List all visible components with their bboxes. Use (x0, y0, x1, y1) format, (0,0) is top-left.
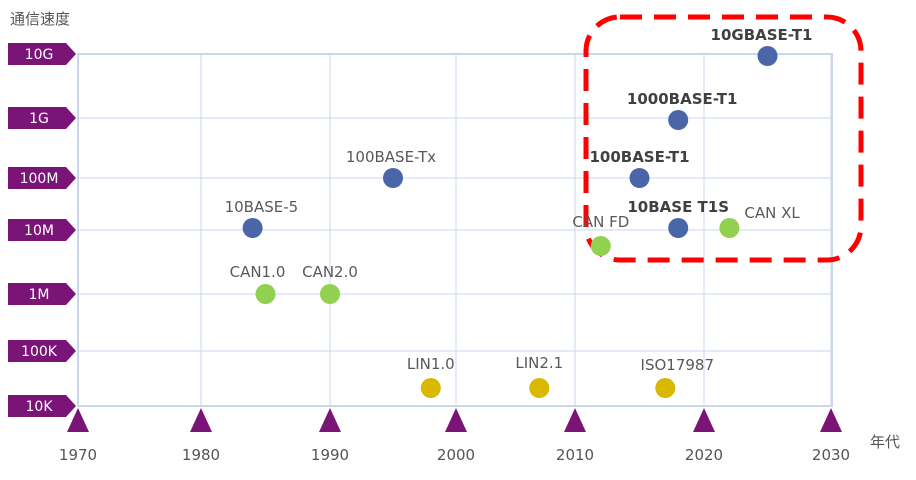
point-label: 10BASE-5 (225, 198, 299, 216)
x-tick-marker (319, 408, 341, 432)
y-tick-label: 100M (20, 171, 59, 187)
data-point (629, 168, 650, 188)
x-tick-marker (693, 408, 715, 432)
point-label: CAN1.0 (230, 263, 286, 281)
point-label: CAN2.0 (302, 263, 358, 281)
x-tick-label: 1990 (311, 446, 349, 464)
data-point (420, 378, 441, 398)
y-tick-tag (8, 219, 76, 241)
point-label: 100BASE-Tx (346, 148, 436, 166)
point-label: 10GBASE-T1 (711, 26, 813, 44)
point-label: 10BASE T1S (627, 198, 729, 216)
x-tick-marker (564, 408, 586, 432)
y-tick-label: 1G (29, 111, 49, 127)
x-tick-label: 2010 (556, 446, 594, 464)
y-axis: 10K 100K 1M 10M 100M 1G 10G (8, 43, 76, 417)
y-tick-label: 10G (25, 47, 54, 63)
x-tick-label: 2000 (437, 446, 475, 464)
data-point (655, 378, 676, 398)
x-tick-marker (445, 408, 467, 432)
point-label: 1000BASE-T1 (627, 90, 738, 108)
data-point (668, 218, 689, 238)
highlight-region (583, 14, 864, 263)
y-axis-title: 通信速度 (10, 10, 70, 28)
x-tick-marker (67, 408, 89, 432)
x-axis-title: 年代 (870, 433, 900, 451)
y-tick-label: 1M (29, 287, 50, 303)
point-label: LIN2.1 (515, 354, 563, 372)
y-tick-tag (8, 395, 76, 417)
y-tick-tag (8, 283, 76, 305)
x-tick-marker (820, 408, 842, 432)
point-label: CAN FD (572, 213, 629, 231)
data-point (383, 168, 403, 188)
data-point (590, 236, 611, 256)
y-tick-tag (8, 340, 76, 362)
data-point (668, 110, 689, 130)
x-tick-label: 2030 (812, 446, 850, 464)
data-point (320, 284, 340, 304)
data-point (719, 218, 740, 238)
data-point (255, 284, 276, 304)
y-tick-label: 100K (21, 344, 58, 360)
x-tick-label: 1970 (59, 446, 97, 464)
x-tick-label: 1980 (182, 446, 220, 464)
grid (77, 53, 833, 407)
x-tick-marker (190, 408, 212, 432)
point-label: CAN XL (744, 204, 800, 222)
point-label: ISO17987 (641, 356, 714, 374)
y-tick-tag (8, 43, 76, 65)
data-points: 10BASE-5 100BASE-Tx 100BASE-T1 10BASE T1S 10… (225, 26, 813, 398)
y-tick-label: 10K (26, 399, 54, 415)
x-axis: 1970 1980 1990 2000 2010 2020 2030 (59, 408, 850, 464)
y-tick-label: 10M (24, 223, 54, 239)
data-point (529, 378, 550, 398)
data-point (757, 46, 778, 66)
y-tick-tag (8, 107, 76, 129)
highlight-box (583, 14, 864, 263)
x-tick-label: 2020 (685, 446, 723, 464)
point-label: 100BASE-T1 (589, 148, 689, 166)
data-point (242, 218, 263, 238)
point-label: LIN1.0 (407, 355, 455, 373)
y-tick-tag (8, 167, 76, 189)
